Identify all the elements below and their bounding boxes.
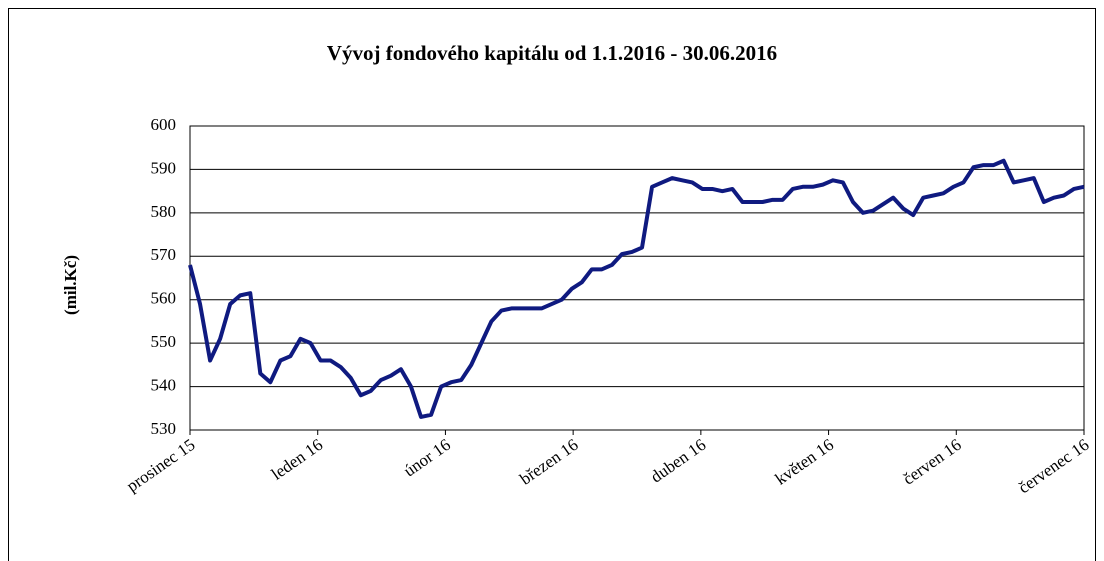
x-tick-label: prosinec 15 [123, 435, 198, 496]
chart-frame [8, 8, 1096, 561]
x-tick-label: červenec 16 [1015, 435, 1093, 497]
line-series [188, 158, 1085, 419]
y-tick-label: 530 [151, 419, 177, 438]
plot-frame [189, 125, 1085, 431]
x-tick-label: duben 16 [647, 435, 709, 487]
y-tick-label: 580 [151, 202, 177, 221]
y-tick-label: 570 [151, 245, 177, 264]
x-tick-label: únor 16 [400, 435, 454, 481]
y-axis-label: (mil.Kč) [61, 255, 80, 315]
x-tick-label: červen 16 [899, 435, 964, 489]
y-tick-label: 540 [151, 375, 177, 394]
chart-title: Vývoj fondového kapitálu od 1.1.2016 - 3… [327, 41, 777, 65]
x-tick-label: květen 16 [772, 435, 837, 489]
x-tick-label: leden 16 [268, 435, 326, 484]
y-tick-label: 550 [151, 332, 177, 351]
x-tick-label: březen 16 [516, 435, 581, 489]
y-tick-label: 590 [151, 158, 177, 177]
y-tick-label: 560 [151, 289, 177, 308]
y-tick-label: 600 [151, 115, 177, 134]
